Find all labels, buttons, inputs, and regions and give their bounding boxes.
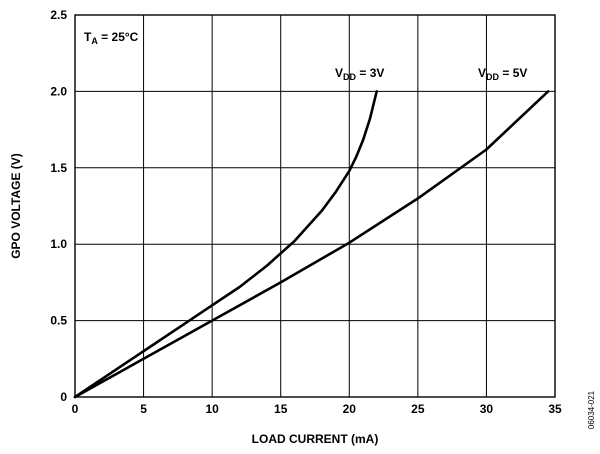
x-axis-title: LOAD CURRENT (mA) [252,432,379,446]
x-tick-label: 20 [343,402,357,416]
series-label-subscript: DD [486,72,499,82]
x-tick-label: 25 [411,402,425,416]
y-tick-label: 0 [60,390,67,404]
series-label-value: = 5V [499,66,527,80]
series-label-symbol: V [335,66,343,80]
temperature-annotation: TA = 25°C [84,30,139,46]
grid-lines [75,15,555,397]
series-label-vdd-5v: VDD = 5V [478,66,527,82]
x-tick-label: 30 [480,402,494,416]
series-label-vdd-3v: VDD = 3V [335,66,384,82]
series-layer [73,90,550,399]
figure-id: 06034-021 [587,390,596,429]
x-tick-label: 0 [72,402,79,416]
temperature-subscript: A [91,36,98,46]
x-tick-label: 15 [274,402,288,416]
x-tick-labels: 0 5 10 15 20 25 30 35 [72,402,562,416]
series-label-subscript: DD [343,72,356,82]
series-label-value: = 3V [356,66,384,80]
x-tick-label: 5 [140,402,147,416]
series-line-vdd-3v [73,90,379,399]
y-tick-label: 0.5 [50,314,67,328]
y-axis-title: GPO VOLTAGE (V) [9,153,23,259]
x-tick-label: 35 [548,402,562,416]
series-line-vdd-5v [73,90,550,399]
y-tick-labels: 0 0.5 1.0 1.5 2.0 2.5 [50,8,67,404]
plot-frame [74,14,556,398]
y-tick-label: 1.0 [50,237,67,251]
temperature-value: = 25°C [98,30,139,44]
y-tick-label: 2.0 [50,84,67,98]
y-tick-label: 1.5 [50,161,67,175]
x-tick-label: 10 [205,402,219,416]
series-label-symbol: V [478,66,486,80]
y-tick-label: 2.5 [50,8,67,22]
temperature-symbol: T [84,30,92,44]
